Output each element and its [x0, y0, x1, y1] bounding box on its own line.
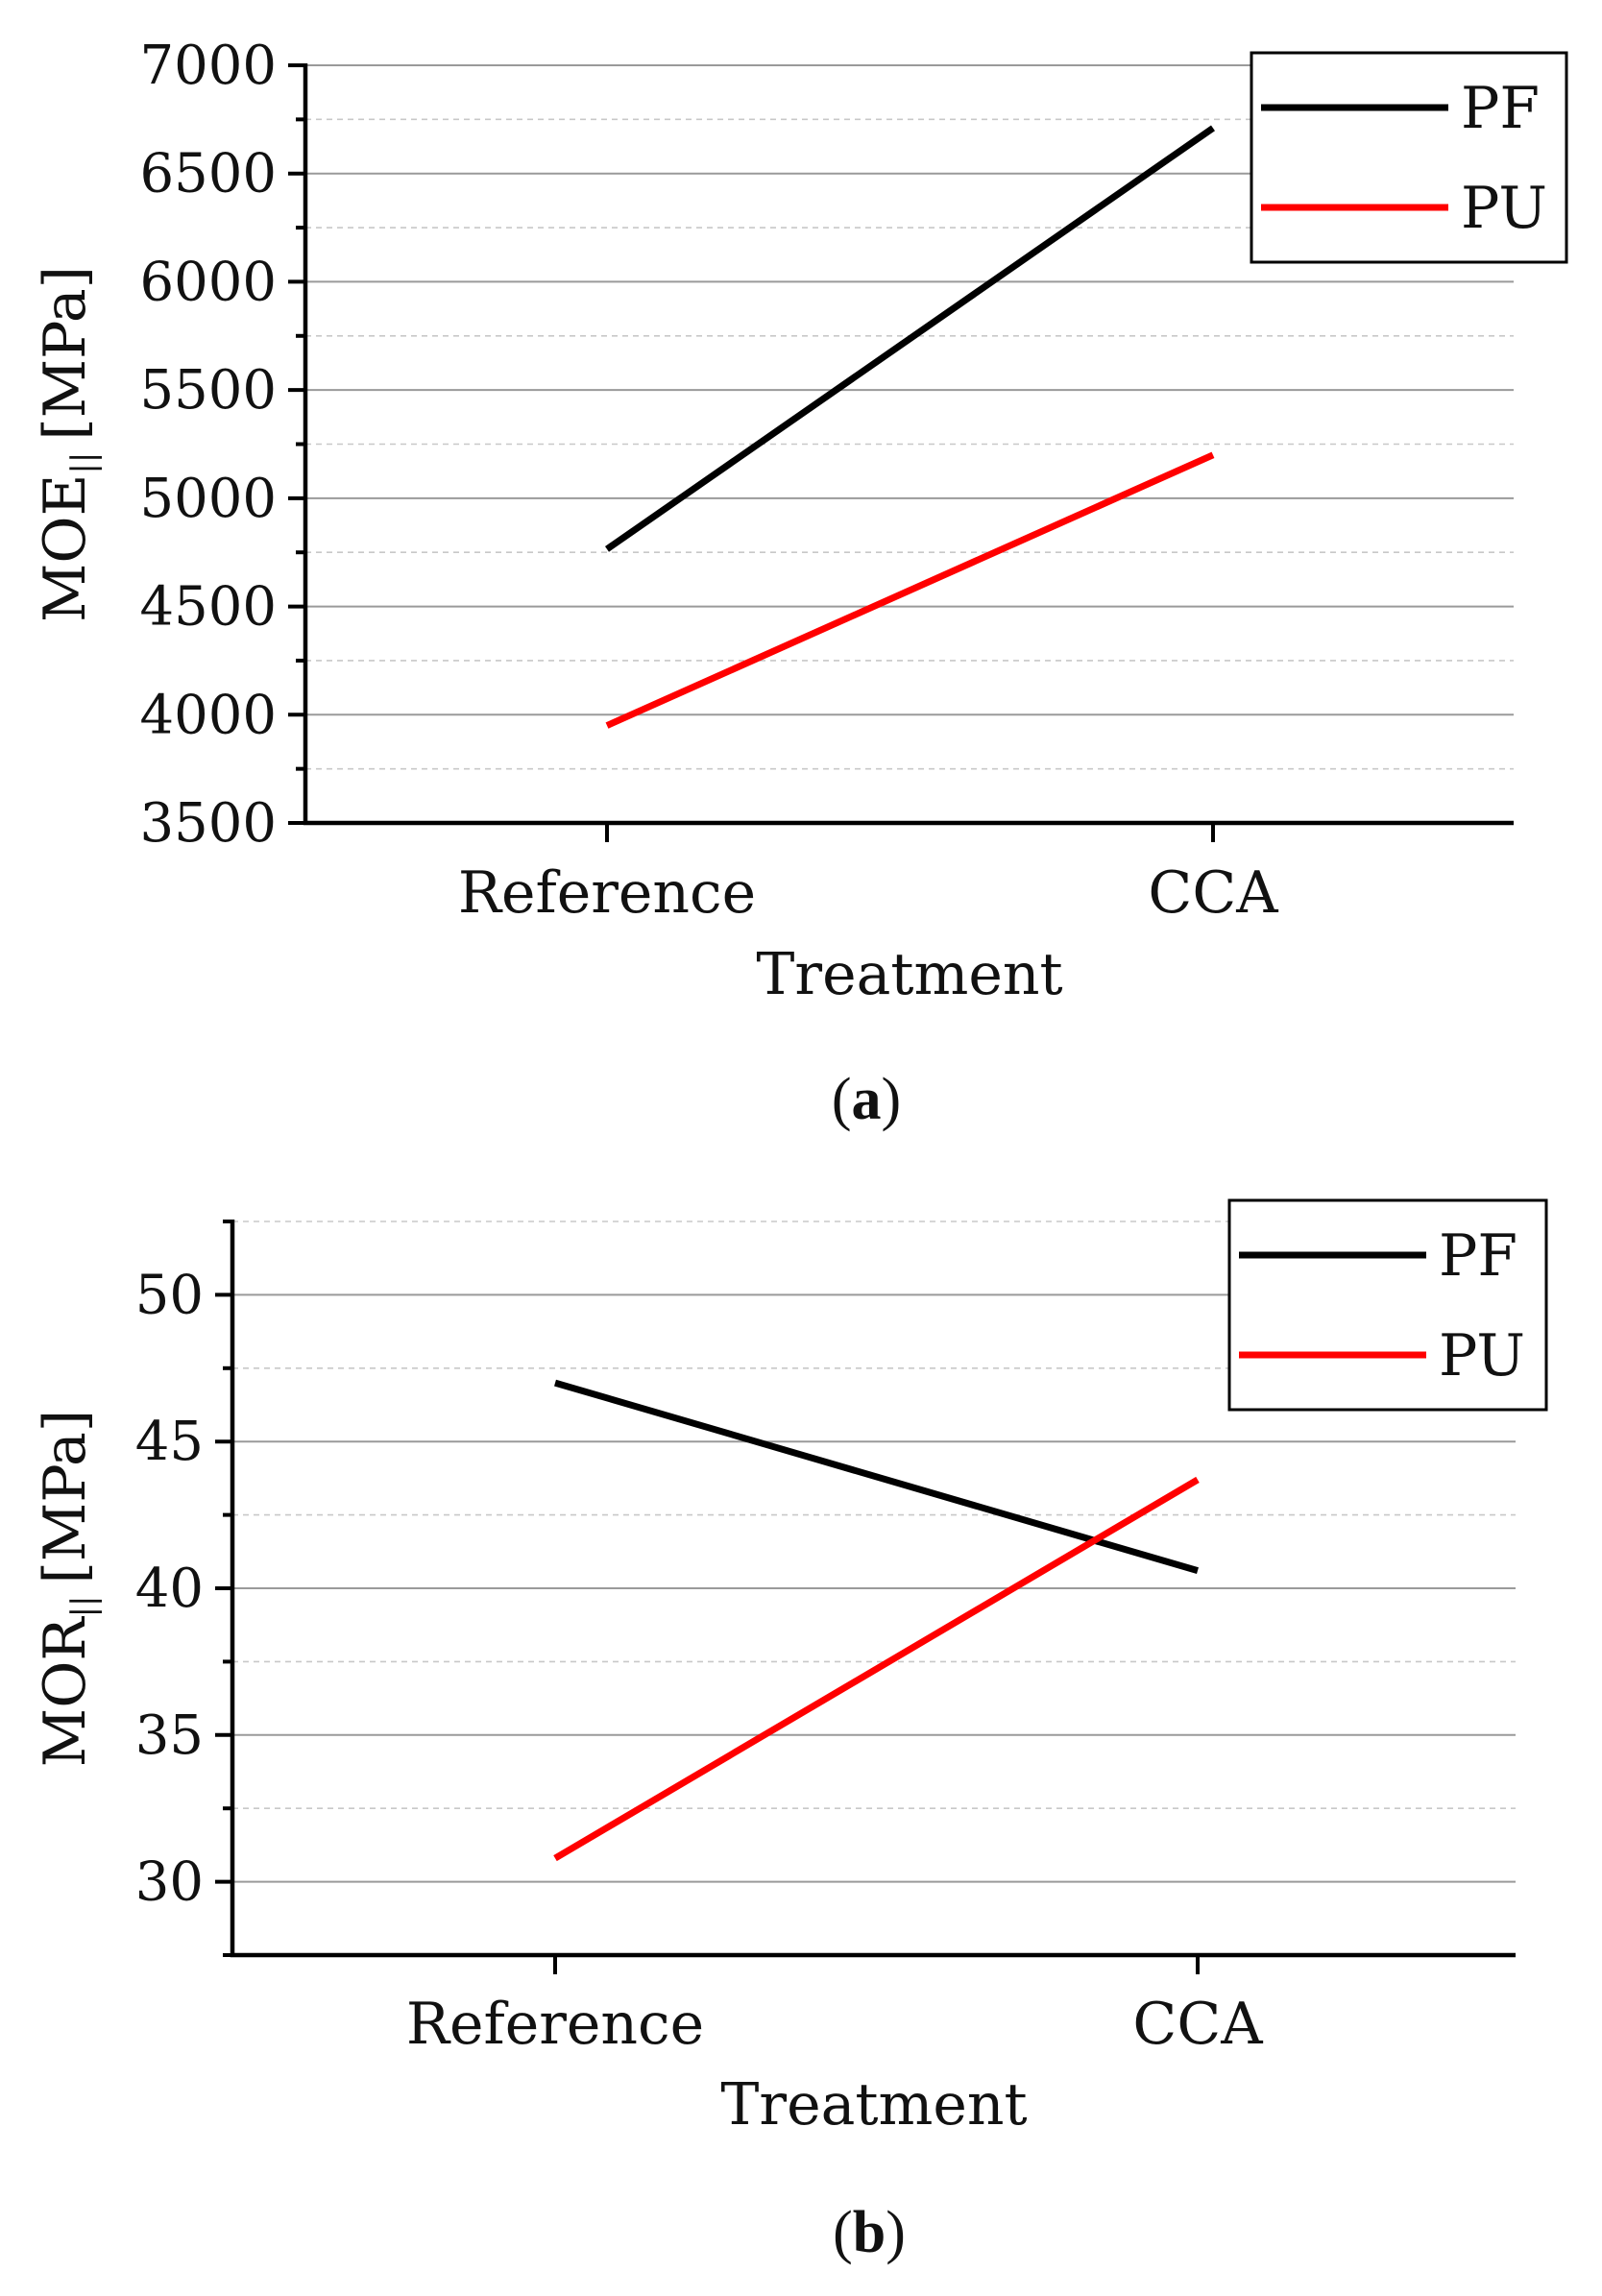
series-line-pf: [605, 125, 1215, 552]
x-category-label: CCA: [1148, 859, 1278, 927]
chart-b: 30 35 40 45 50 Reference CCA Treatment MOR|| [MPa…: [32, 1198, 1548, 2265]
x-axis-title: Treatment: [756, 941, 1062, 1008]
y-axis-title: MOE|| [MPa]: [32, 266, 103, 622]
y-axis-title-unit: [MPa]: [32, 266, 99, 441]
legend-box: [1250, 51, 1568, 264]
panel-label: (a): [832, 1067, 901, 1132]
series-line-pu: [553, 1476, 1200, 1862]
panel-label-letter: b: [853, 2200, 886, 2265]
y-tick-label: 6500: [139, 143, 277, 205]
y-axis-title-main: MOE: [32, 474, 99, 622]
x-axis-title: Treatment: [720, 2071, 1027, 2139]
y-axis-title: MOR|| [MPa]: [32, 1410, 103, 1767]
y-tick-label: 7000: [139, 35, 277, 97]
legend-label-pu: PU: [1439, 1322, 1525, 1390]
axes: [230, 1220, 1516, 1958]
y-tick-label: 5500: [139, 359, 277, 422]
y-tick-label: 40: [135, 1558, 204, 1620]
panel-label-open: (: [833, 2200, 853, 2265]
y-tick-label: 3500: [139, 792, 277, 855]
panel-label-close: ): [886, 2200, 906, 2265]
y-axis-title-unit: [MPa]: [32, 1410, 99, 1584]
panel-label-open: (: [832, 1067, 852, 1132]
y-axis-title-subscript: ||: [64, 452, 103, 474]
y-tick-label: 6000: [139, 251, 277, 313]
legend-label-pf: PF: [1439, 1222, 1517, 1290]
y-axis-title-main: MOR: [32, 1616, 99, 1768]
x-category-label: Reference: [458, 859, 756, 927]
y-axis-title-subscript: ||: [64, 1595, 103, 1617]
series-line-pu: [605, 451, 1215, 729]
x-category-label: Reference: [406, 1991, 704, 2058]
y-tick-label: 4000: [139, 684, 277, 746]
panel-label-close: ): [882, 1067, 902, 1132]
panel-label: (b): [833, 2200, 906, 2265]
legend-label-pf: PF: [1461, 75, 1540, 142]
legend-box: [1227, 1198, 1548, 1412]
y-tick-label: 30: [135, 1851, 204, 1914]
axes: [303, 63, 1514, 826]
x-category-label: CCA: [1132, 1991, 1263, 2058]
series-line-pf: [554, 1379, 1199, 1575]
y-tick-label: 35: [135, 1704, 204, 1767]
chart-a: 3500 4000 4500 5000 5500 6000 6500 7000 Referenc…: [32, 35, 1568, 1132]
y-tick-label: 45: [135, 1411, 204, 1473]
y-tick-label: 50: [135, 1264, 204, 1326]
legend-label-pu: PU: [1461, 175, 1547, 242]
y-tick-label: 4500: [139, 576, 277, 639]
y-tick-label: 5000: [139, 468, 277, 530]
panel-label-letter: a: [852, 1067, 882, 1132]
